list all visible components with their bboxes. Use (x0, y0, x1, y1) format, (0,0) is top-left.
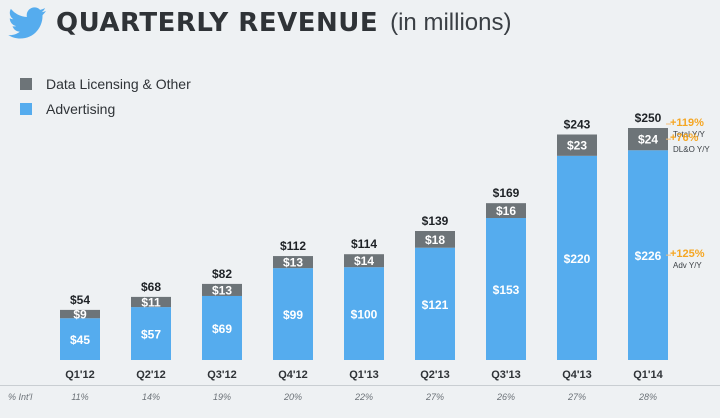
x-tick-label: Q4'13 (562, 369, 592, 381)
data-label-advertising: $226 (635, 249, 662, 263)
bar-data-licensing (628, 128, 668, 151)
data-label-data-licensing: $9 (73, 308, 87, 322)
total-label: $112 (280, 239, 306, 253)
bar-advertising (131, 307, 171, 360)
annotation-label: Total Y/Y (673, 130, 706, 139)
data-label-data-licensing: $23 (567, 139, 587, 153)
data-label-advertising: $69 (212, 322, 232, 336)
bar-data-licensing (273, 256, 313, 269)
total-label: $82 (212, 267, 232, 281)
intl-value: 19% (212, 392, 232, 402)
intl-value: 14% (141, 392, 161, 402)
data-label-data-licensing: $13 (212, 283, 232, 297)
intl-value: 28% (638, 392, 658, 402)
data-label-advertising: $57 (141, 328, 161, 342)
legend-item-advertising: Advertising (20, 101, 115, 117)
bar-advertising (628, 150, 668, 360)
intl-value: 27% (425, 392, 445, 402)
legend-item-data-licensing: Data Licensing & Other (20, 76, 191, 92)
intl-value: 11% (71, 392, 89, 402)
annotation-value: +119% (670, 117, 704, 129)
bar-advertising (202, 295, 242, 360)
bar-data-licensing (60, 309, 100, 319)
data-label-data-licensing: $11 (141, 296, 161, 310)
data-label-advertising: $99 (283, 308, 303, 322)
annotation-label: Adv Y/Y (673, 261, 702, 270)
total-label: $54 (70, 293, 90, 307)
data-label-advertising: $153 (493, 283, 520, 297)
x-tick-label: Q4'12 (278, 369, 308, 381)
data-label-data-licensing: $13 (283, 256, 303, 270)
x-tick-label: Q1'12 (65, 369, 95, 381)
x-tick-label: Q2'12 (136, 369, 166, 381)
intl-value: 20% (283, 392, 303, 402)
data-label-data-licensing: $18 (425, 233, 445, 247)
intl-value: 22% (354, 392, 374, 402)
legend-swatch-data-licensing (20, 78, 32, 90)
total-label: $250 (635, 111, 662, 125)
twitter-bird-icon (8, 7, 46, 39)
x-tick-label: Q3'13 (491, 369, 521, 381)
annotation-value: +125% (670, 248, 705, 260)
bar-advertising (60, 318, 100, 360)
bar-data-licensing (202, 283, 242, 296)
bar-data-licensing (415, 231, 455, 248)
x-tick-label: Q3'12 (207, 369, 237, 381)
data-label-advertising: $100 (351, 308, 378, 322)
legend-label-advertising: Advertising (46, 101, 116, 117)
data-label-advertising: $121 (422, 298, 449, 312)
legend-label-data-licensing: Data Licensing & Other (46, 76, 191, 92)
x-tick-label: Q1'14 (633, 369, 663, 381)
data-label-data-licensing: $24 (638, 133, 658, 147)
data-label-data-licensing: $14 (354, 254, 374, 268)
annotation-label: DL&O Y/Y (673, 145, 710, 154)
total-label: $139 (422, 214, 449, 228)
x-tick-label: Q1'13 (349, 369, 379, 381)
bar-advertising (344, 267, 384, 360)
bar-advertising (486, 218, 526, 360)
chart-title: QUARTERLY REVENUE (56, 8, 379, 38)
intl-row: % Int'l 11% 14% 19% 20% 22% 27% 26% 27% 28% (0, 385, 720, 408)
data-label-advertising: $45 (70, 333, 90, 347)
header: QUARTERLY REVENUE (in millions) (8, 6, 511, 40)
total-label: $169 (493, 186, 520, 200)
data-label-advertising: $220 (564, 252, 591, 266)
total-label: $114 (351, 237, 377, 251)
bar-data-licensing (131, 296, 171, 308)
bar-advertising (557, 155, 597, 360)
total-label: $243 (564, 117, 591, 131)
bar-advertising (415, 247, 455, 360)
total-label: $68 (141, 280, 161, 294)
bar-data-licensing (557, 134, 597, 156)
chart-subtitle: (in millions) (390, 9, 512, 36)
intl-label: % Int'l (8, 392, 33, 402)
intl-value: 26% (496, 392, 516, 402)
bar-data-licensing (344, 254, 384, 268)
data-label-data-licensing: $16 (496, 204, 516, 218)
bar-data-licensing (486, 203, 526, 219)
intl-value: 27% (567, 392, 587, 402)
bar-advertising (273, 268, 313, 360)
x-tick-label: Q2'13 (420, 369, 450, 381)
legend-swatch-advertising (20, 103, 32, 115)
annotation-value: +76% (670, 132, 699, 144)
